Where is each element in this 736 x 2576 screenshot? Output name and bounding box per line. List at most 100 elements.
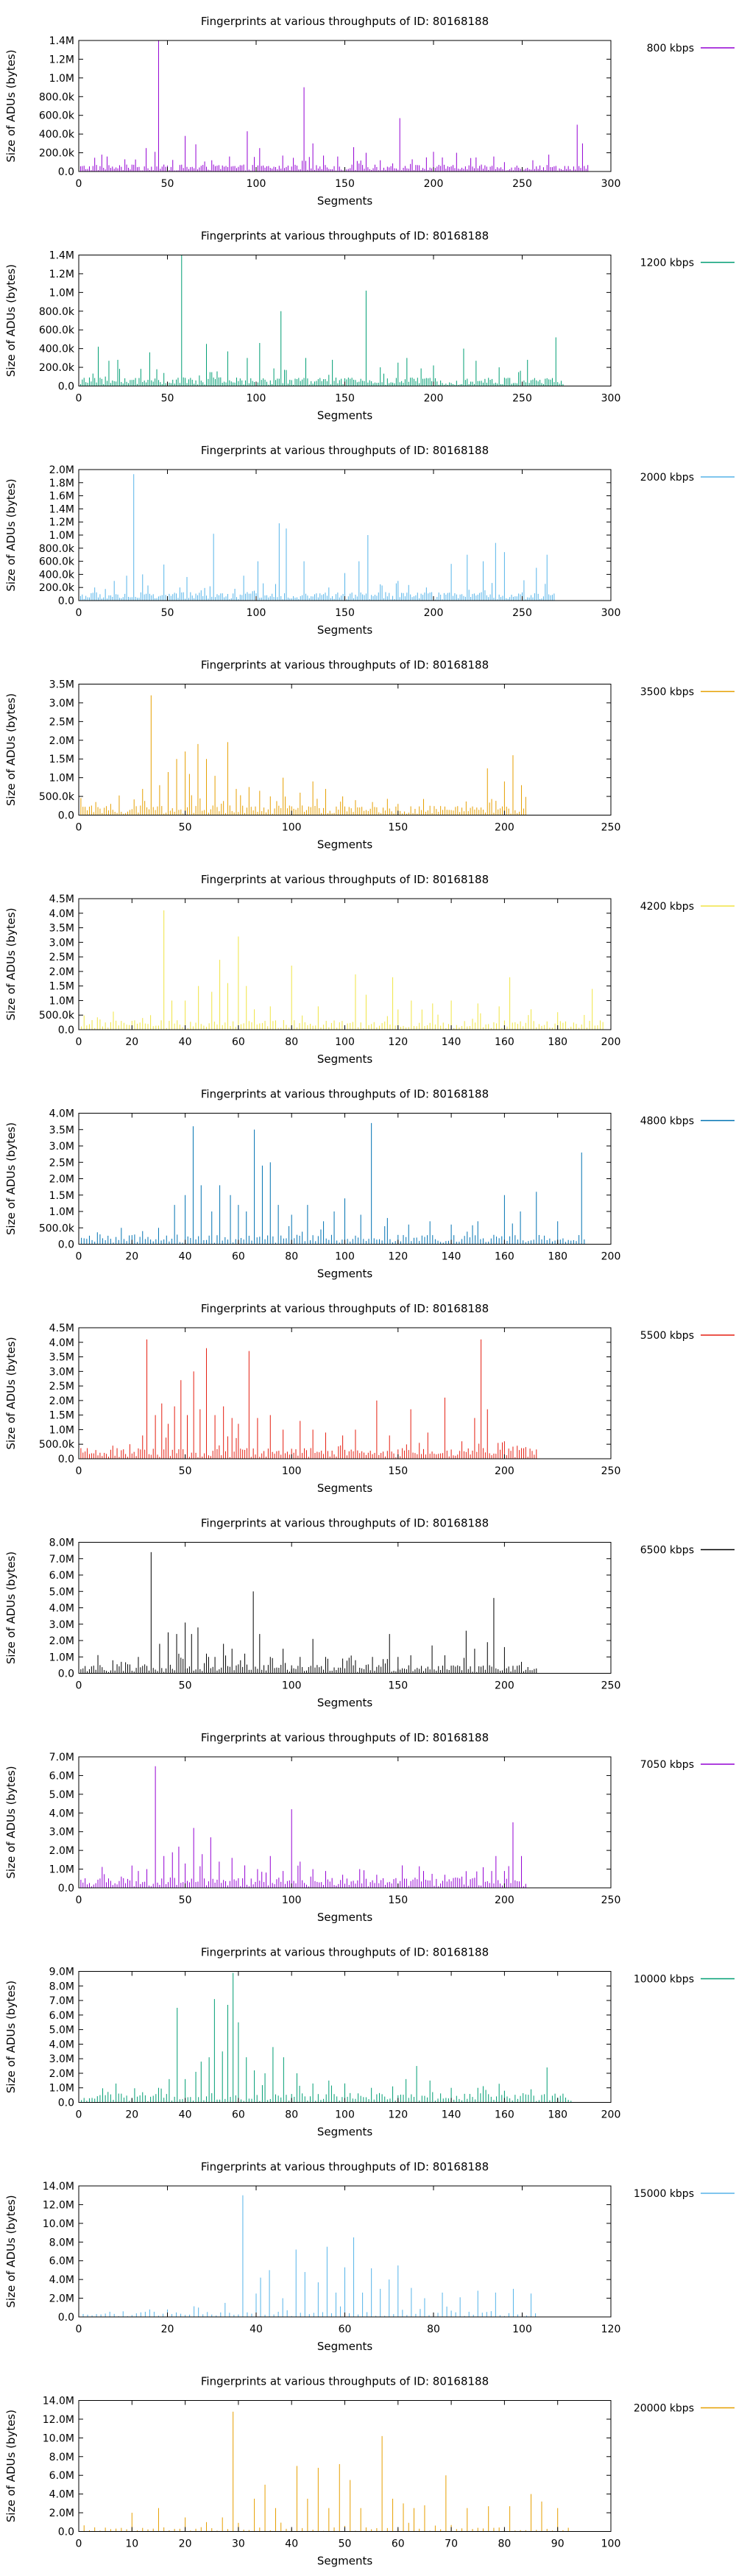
x-tick-label: 10: [125, 2538, 138, 2550]
x-tick-label: 70: [445, 2538, 458, 2550]
x-tick-label: 20: [161, 2324, 174, 2335]
chart-panel-2: Fingerprints at various throughputs of I…: [4, 230, 735, 422]
x-tick-label: 180: [548, 1036, 567, 1048]
y-tick-label: 7.0M: [49, 1554, 74, 1565]
x-tick-label: 250: [512, 393, 532, 405]
y-tick-label: 1.5M: [49, 981, 74, 993]
y-tick-label: 0.0: [58, 2527, 74, 2538]
x-tick-label: 200: [495, 1465, 514, 1477]
x-tick-label: 120: [601, 2324, 621, 2335]
legend-label: 4200 kbps: [640, 901, 694, 913]
y-tick-label: 3.0M: [49, 937, 74, 949]
y-tick-label: 2.0M: [49, 1845, 74, 1857]
x-tick-label: 300: [601, 393, 621, 405]
y-tick-label: 7.0M: [49, 1995, 74, 2007]
x-tick-label: 20: [179, 2538, 192, 2550]
y-tick-label: 6.0M: [49, 2256, 74, 2268]
legend-label: 15000 kbps: [634, 2188, 694, 2200]
y-tick-label: 0.0: [58, 166, 74, 178]
y-tick-label: 800.0k: [39, 306, 75, 318]
y-tick-label: 3.0M: [49, 2053, 74, 2065]
legend-label: 1200 kbps: [640, 258, 694, 269]
x-tick-label: 0: [76, 2109, 82, 2121]
x-tick-label: 50: [161, 607, 174, 619]
y-tick-label: 1.0M: [49, 1206, 74, 1218]
chart-title: Fingerprints at various throughputs of I…: [201, 444, 489, 457]
y-tick-label: 2.0M: [49, 1395, 74, 1407]
plot-frame: [78, 1327, 612, 1459]
x-axis-label: Segments: [317, 1911, 373, 1924]
x-tick-label: 0: [76, 2324, 82, 2335]
y-tick-label: 1.0M: [49, 2083, 74, 2095]
x-tick-label: 50: [179, 1680, 192, 1692]
legend-label: 4800 kbps: [640, 1116, 694, 1128]
y-tick-label: 2.0M: [49, 1635, 74, 1647]
x-tick-label: 20: [125, 1251, 138, 1263]
series-bars: [80, 1551, 537, 1674]
y-tick-label: 3.0M: [49, 698, 74, 710]
y-tick-label: 500.0k: [39, 1439, 75, 1451]
x-tick-label: 0: [76, 393, 82, 405]
x-tick-label: 250: [601, 1894, 621, 1906]
x-tick-label: 80: [498, 2538, 511, 2550]
x-tick-label: 120: [388, 2109, 408, 2121]
x-tick-label: 100: [247, 178, 266, 190]
y-axis-label: Size of ADUs (bytes): [4, 1551, 18, 1664]
x-tick-label: 150: [388, 822, 408, 834]
y-tick-label: 2.0M: [49, 464, 74, 476]
y-tick-label: 500.0k: [39, 1222, 75, 1234]
y-tick-label: 12.0M: [43, 2414, 74, 2426]
x-tick-label: 140: [442, 2109, 461, 2121]
y-tick-label: 4.0M: [49, 2039, 74, 2050]
x-tick-label: 200: [424, 393, 444, 405]
y-tick-label: 0.0: [58, 810, 74, 822]
y-tick-label: 6.0M: [49, 2010, 74, 2022]
x-tick-label: 0: [76, 2538, 82, 2550]
chart-title: Fingerprints at various throughputs of I…: [201, 873, 489, 886]
y-tick-label: 2.5M: [49, 952, 74, 963]
y-tick-label: 0.0: [58, 2098, 74, 2109]
y-axis-label: Size of ADUs (bytes): [4, 1122, 18, 1235]
y-tick-label: 400.0k: [39, 569, 75, 581]
y-tick-label: 1.5M: [49, 754, 74, 765]
legend-label: 800 kbps: [647, 43, 694, 54]
x-tick-label: 0: [76, 1036, 82, 1048]
series-bars: [79, 474, 555, 601]
x-tick-label: 100: [282, 1680, 302, 1692]
legend-label: 6500 kbps: [640, 1545, 694, 1557]
x-tick-label: 60: [232, 1251, 245, 1263]
y-tick-label: 5.0M: [49, 1789, 74, 1801]
y-tick-label: 200.0k: [39, 148, 75, 160]
y-tick-label: 1.8M: [49, 478, 74, 489]
x-tick-label: 20: [125, 1036, 138, 1048]
x-tick-label: 100: [335, 1251, 355, 1263]
x-tick-label: 40: [285, 2538, 298, 2550]
y-tick-label: 200.0k: [39, 582, 75, 594]
y-tick-label: 1.0M: [49, 530, 74, 542]
y-tick-label: 2.5M: [49, 716, 74, 728]
y-axis-label: Size of ADUs (bytes): [4, 2410, 18, 2522]
y-tick-label: 9.0M: [49, 1967, 74, 1978]
chart-panel-4: Fingerprints at various throughputs of I…: [4, 659, 735, 852]
y-tick-label: 3.0M: [49, 1366, 74, 1378]
x-tick-label: 250: [601, 822, 621, 834]
y-tick-label: 6.0M: [49, 1770, 74, 1782]
y-tick-label: 10.0M: [43, 2218, 74, 2230]
chart-panel-3: Fingerprints at various throughputs of I…: [4, 444, 735, 637]
x-tick-label: 150: [388, 1894, 408, 1906]
chart-panel-8: Fingerprints at various throughputs of I…: [4, 1517, 735, 1710]
x-tick-label: 300: [601, 178, 621, 190]
plot-frame: [78, 255, 612, 386]
x-axis-label: Segments: [317, 409, 373, 422]
y-tick-label: 600.0k: [39, 325, 75, 336]
x-tick-label: 40: [179, 1036, 192, 1048]
y-tick-label: 1.0M: [49, 73, 74, 85]
legend-label: 20000 kbps: [634, 2403, 694, 2415]
plot-frame: [78, 1756, 612, 1889]
y-tick-label: 12.0M: [43, 2199, 74, 2211]
x-tick-label: 160: [495, 2109, 514, 2121]
y-tick-label: 8.0M: [49, 2452, 74, 2463]
x-tick-label: 20: [125, 2109, 138, 2121]
x-tick-label: 200: [424, 607, 444, 619]
y-axis-label: Size of ADUs (bytes): [4, 1766, 18, 1878]
